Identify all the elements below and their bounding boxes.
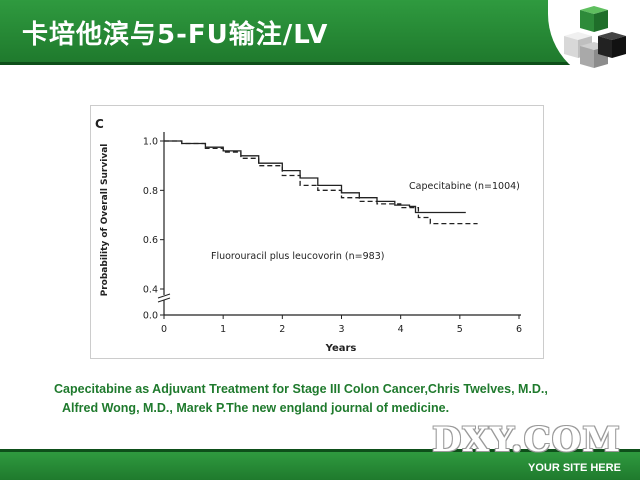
series-label-capecitabine: Capecitabine (n=1004) bbox=[409, 181, 520, 192]
figure-panel: C Probability of Overall Survival Years … bbox=[90, 105, 544, 359]
cubes-logo-icon bbox=[564, 6, 626, 68]
caption-line-2: Alfred Wong, M.D., Marek P.The new engla… bbox=[62, 401, 450, 415]
series-line-capecitabine bbox=[164, 140, 466, 214]
x-tick-label: 6 bbox=[516, 324, 522, 335]
x-tick-label: 2 bbox=[279, 324, 285, 335]
y-tick-label: 0.8 bbox=[143, 186, 158, 197]
x-tick-label: 3 bbox=[338, 324, 344, 335]
y-tick-label: 0.4 bbox=[143, 285, 158, 296]
x-tick-label: 5 bbox=[457, 324, 463, 335]
x-axis-label: Years bbox=[325, 343, 357, 354]
axis-break-mark bbox=[157, 293, 171, 299]
series-line-fluorouracil bbox=[164, 140, 478, 225]
y-tick-label: 0.0 bbox=[143, 311, 158, 322]
series-label-fluorouracil: Fluorouracil plus leucovorin (n=983) bbox=[211, 251, 384, 262]
title-bar: 卡培他滨与5-FU输注/LV bbox=[0, 0, 640, 62]
x-tick-label: 0 bbox=[161, 324, 167, 335]
y-axis-label: Probability of Overall Survival bbox=[100, 144, 110, 297]
slide-title: 卡培他滨与5-FU输注/LV bbox=[22, 20, 329, 50]
survival-chart: C Probability of Overall Survival Years … bbox=[95, 117, 522, 354]
panel-label: C bbox=[95, 117, 104, 131]
axis-break-mark bbox=[157, 297, 171, 303]
y-tick-label: 1.0 bbox=[143, 137, 158, 148]
footer-bar bbox=[0, 452, 640, 480]
figure-caption: Capecitabine as Adjuvant Treatment for S… bbox=[54, 380, 624, 418]
y-tick-label: 0.6 bbox=[143, 235, 158, 246]
watermark: DXY.COM bbox=[432, 420, 621, 460]
caption-line-1: Capecitabine as Adjuvant Treatment for S… bbox=[54, 382, 548, 396]
footer-rule bbox=[0, 449, 640, 452]
title-bar-rule bbox=[0, 62, 640, 65]
x-tick-label: 1 bbox=[220, 324, 226, 335]
x-tick-label: 4 bbox=[398, 324, 404, 335]
axis-break-gap bbox=[159, 295, 169, 300]
site-text: YOUR SITE HERE bbox=[528, 462, 621, 474]
